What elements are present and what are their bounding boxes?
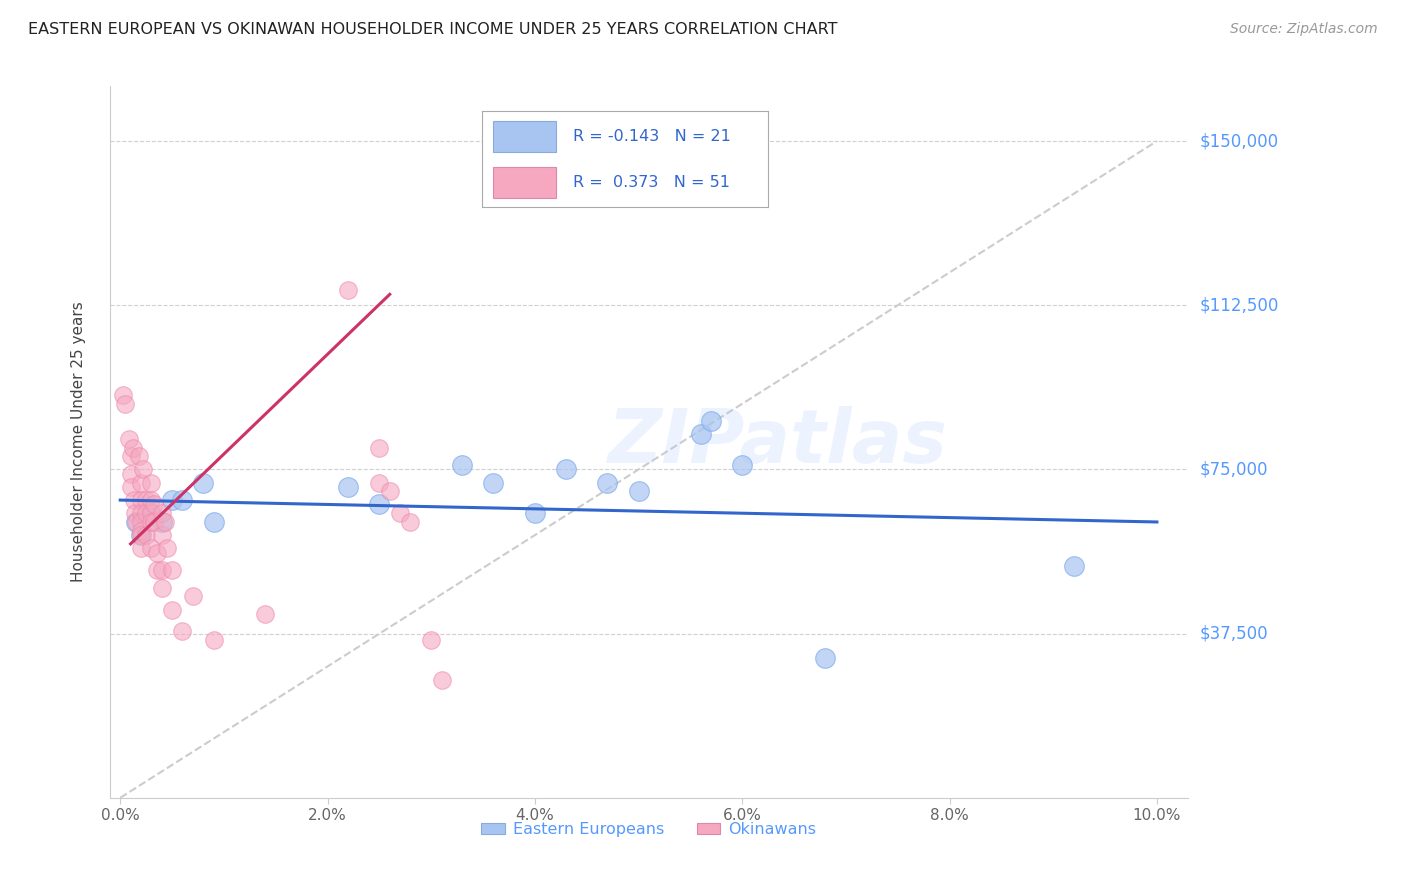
- Point: [114, 397, 136, 411]
- Point: [143, 498, 166, 512]
- Point: [389, 506, 412, 520]
- Point: [129, 493, 152, 508]
- Point: [596, 475, 619, 490]
- Point: [172, 493, 194, 508]
- Text: $112,500: $112,500: [1199, 296, 1278, 314]
- Point: [700, 414, 723, 428]
- Y-axis label: Householder Income Under 25 years: Householder Income Under 25 years: [72, 301, 86, 582]
- Point: [153, 515, 176, 529]
- Point: [172, 624, 194, 639]
- Text: $75,000: $75,000: [1199, 460, 1268, 478]
- Point: [141, 475, 163, 490]
- Point: [430, 673, 453, 687]
- Point: [150, 581, 173, 595]
- Point: [128, 450, 150, 464]
- Point: [202, 515, 225, 529]
- Point: [150, 506, 173, 520]
- Point: [814, 650, 837, 665]
- Point: [689, 427, 711, 442]
- Point: [627, 484, 650, 499]
- Point: [129, 515, 152, 529]
- Point: [150, 528, 173, 542]
- Point: [129, 528, 152, 542]
- Point: [122, 493, 145, 508]
- Point: [132, 462, 155, 476]
- Point: [141, 541, 163, 556]
- Point: [150, 563, 173, 577]
- Point: [368, 441, 391, 455]
- Point: [399, 515, 422, 529]
- Point: [135, 528, 157, 542]
- Text: Source: ZipAtlas.com: Source: ZipAtlas.com: [1230, 22, 1378, 37]
- Point: [254, 607, 277, 621]
- Point: [202, 633, 225, 648]
- Point: [145, 546, 167, 560]
- Point: [191, 475, 214, 490]
- Text: EASTERN EUROPEAN VS OKINAWAN HOUSEHOLDER INCOME UNDER 25 YEARS CORRELATION CHART: EASTERN EUROPEAN VS OKINAWAN HOUSEHOLDER…: [28, 22, 838, 37]
- Point: [368, 498, 391, 512]
- Point: [150, 515, 173, 529]
- Text: ZIPatlas: ZIPatlas: [609, 406, 948, 479]
- Point: [124, 506, 146, 520]
- Point: [482, 475, 505, 490]
- Point: [141, 493, 163, 508]
- Point: [368, 475, 391, 490]
- Point: [160, 493, 183, 508]
- Text: $150,000: $150,000: [1199, 132, 1278, 150]
- Point: [420, 633, 443, 648]
- Point: [555, 462, 578, 476]
- Point: [145, 563, 167, 577]
- Point: [129, 528, 152, 542]
- Point: [451, 458, 474, 472]
- Point: [160, 602, 183, 616]
- Point: [156, 541, 179, 556]
- Point: [120, 450, 142, 464]
- Point: [731, 458, 754, 472]
- Point: [129, 541, 152, 556]
- Point: [143, 515, 166, 529]
- Point: [141, 506, 163, 520]
- Point: [129, 475, 152, 490]
- Point: [1063, 558, 1085, 573]
- Point: [120, 480, 142, 494]
- Point: [125, 515, 148, 529]
- Point: [135, 493, 157, 508]
- Point: [160, 563, 183, 577]
- Legend: Eastern Europeans, Okinawans: Eastern Europeans, Okinawans: [475, 815, 823, 843]
- Point: [181, 590, 204, 604]
- Point: [141, 506, 163, 520]
- Point: [112, 388, 135, 402]
- Point: [337, 283, 360, 297]
- Point: [135, 506, 157, 520]
- Point: [337, 480, 360, 494]
- Point: [141, 515, 163, 529]
- Point: [121, 441, 143, 455]
- Point: [125, 515, 148, 529]
- Point: [129, 506, 152, 520]
- Point: [117, 432, 139, 446]
- Text: $37,500: $37,500: [1199, 624, 1268, 642]
- Point: [378, 484, 401, 499]
- Point: [523, 506, 546, 520]
- Point: [129, 524, 152, 538]
- Point: [120, 467, 142, 481]
